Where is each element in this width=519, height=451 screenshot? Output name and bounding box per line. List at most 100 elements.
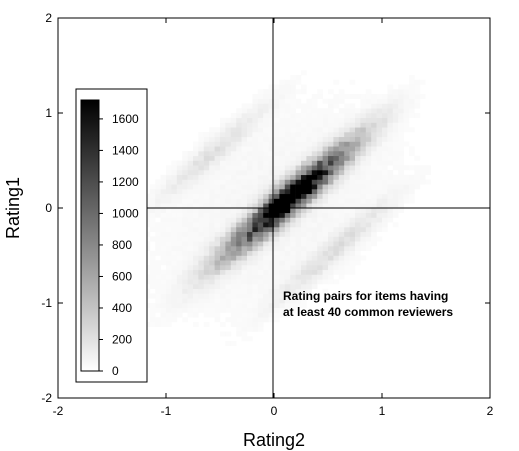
heatmap-cell	[166, 184, 172, 190]
heatmap-cell	[257, 136, 264, 142]
heatmap-cell	[311, 193, 318, 199]
heatmap-cell	[295, 269, 302, 275]
heatmap-cell	[241, 184, 248, 190]
heatmap-cell	[149, 236, 156, 242]
heatmap-cell	[171, 255, 178, 261]
heatmap-cell	[198, 269, 205, 275]
heatmap-cell	[203, 255, 210, 261]
heatmap-cell	[284, 212, 291, 218]
heatmap-cell	[182, 269, 188, 275]
heatmap-cell	[257, 132, 264, 138]
heatmap-cell	[311, 227, 318, 233]
heatmap-cell	[274, 108, 280, 114]
heatmap-cell	[252, 269, 259, 275]
heatmap-cell	[344, 184, 350, 190]
heatmap-cell	[301, 303, 307, 309]
heatmap-cell	[236, 165, 242, 171]
heatmap-cell	[344, 136, 350, 142]
heatmap-cell	[166, 193, 172, 199]
heatmap-cell	[328, 217, 334, 223]
heatmap-cell	[155, 236, 161, 242]
heatmap-cell	[322, 151, 329, 157]
heatmap-cell	[322, 184, 329, 190]
heatmap-cell	[349, 217, 356, 223]
heatmap-cell	[160, 250, 167, 256]
heatmap-cell	[274, 312, 280, 318]
heatmap-cell	[274, 136, 280, 142]
heatmap-cell	[311, 284, 318, 290]
heatmap-cell	[274, 222, 280, 228]
heatmap-cell	[360, 217, 367, 223]
heatmap-cell	[284, 279, 291, 285]
heatmap-cell	[263, 317, 269, 323]
heatmap-cell	[376, 155, 383, 161]
heatmap-cell	[392, 108, 399, 114]
heatmap-cell	[284, 189, 291, 195]
heatmap-cell	[236, 260, 242, 266]
heatmap-cells	[122, 70, 431, 347]
heatmap-cell	[295, 136, 302, 142]
heatmap-cell	[290, 108, 296, 114]
heatmap-cell	[230, 227, 237, 233]
heatmap-cell	[274, 193, 280, 199]
heatmap-cell	[193, 307, 199, 313]
heatmap-cell	[257, 151, 264, 157]
heatmap-cell	[279, 293, 286, 299]
heatmap-cell	[355, 179, 361, 185]
heatmap-cell	[328, 108, 334, 114]
heatmap-cell	[263, 269, 269, 275]
heatmap-cell	[225, 331, 232, 337]
heatmap-cell	[301, 193, 307, 199]
heatmap-cell	[166, 288, 172, 294]
heatmap-cell	[263, 117, 269, 123]
heatmap-cell	[398, 170, 404, 176]
heatmap-cell	[333, 212, 340, 218]
heatmap-cell	[301, 136, 307, 142]
heatmap-cell	[149, 307, 156, 313]
heatmap-cell	[230, 113, 237, 119]
heatmap-cell	[198, 203, 205, 209]
heatmap-cell	[284, 208, 291, 214]
heatmap-cell	[328, 117, 334, 123]
heatmap-cell	[166, 217, 172, 223]
heatmap-cell	[247, 108, 253, 114]
heatmap-cell	[155, 208, 161, 214]
heatmap-cell	[171, 217, 178, 223]
heatmap-cell	[257, 165, 264, 171]
heatmap-cell	[279, 146, 286, 152]
heatmap-cell	[241, 241, 248, 247]
heatmap-cell	[155, 203, 161, 209]
heatmap-cell	[171, 284, 178, 290]
heatmap-cell	[268, 189, 275, 195]
heatmap-cell	[263, 89, 269, 95]
heatmap-cell	[257, 155, 264, 161]
heatmap-cell	[198, 136, 205, 142]
heatmap-cell	[214, 127, 221, 133]
heatmap-cell	[322, 279, 329, 285]
heatmap-cell	[209, 184, 215, 190]
heatmap-cell	[149, 255, 156, 261]
heatmap-cell	[274, 141, 280, 147]
heatmap-cell	[344, 113, 350, 119]
heatmap-cell	[166, 246, 172, 252]
heatmap-cell	[284, 122, 291, 128]
heatmap-cell	[263, 189, 269, 195]
heatmap-cell	[225, 341, 232, 347]
heatmap-cell	[355, 193, 361, 199]
heatmap-cell	[279, 179, 286, 185]
heatmap-cell	[274, 170, 280, 176]
heatmap-cell	[166, 265, 172, 271]
heatmap-cell	[333, 141, 340, 147]
heatmap-cell	[419, 179, 426, 185]
heatmap-cell	[247, 193, 253, 199]
heatmap-cell	[182, 198, 188, 204]
heatmap-cell	[187, 193, 194, 199]
heatmap-cell	[365, 241, 372, 247]
heatmap-cell	[338, 246, 345, 252]
heatmap-cell	[176, 274, 183, 280]
heatmap-cell	[160, 255, 167, 261]
heatmap-cell	[279, 198, 286, 204]
heatmap-cell	[155, 288, 161, 294]
heatmap-cell	[220, 132, 226, 138]
heatmap-cell	[349, 155, 356, 161]
